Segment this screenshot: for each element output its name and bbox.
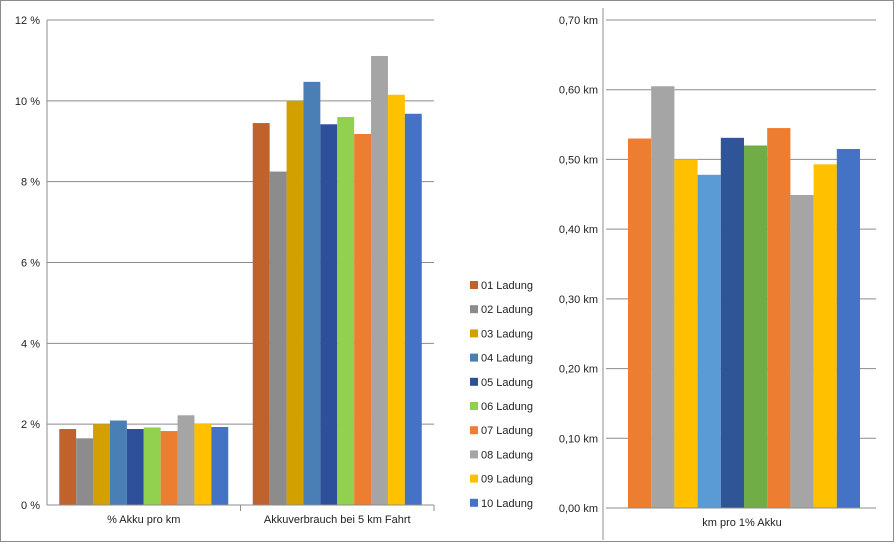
bar: [59, 429, 77, 505]
bar: [303, 81, 321, 506]
bar: [252, 123, 270, 505]
right-y-tick-label: 0,00 km: [559, 503, 598, 515]
bar: [744, 145, 768, 508]
bar: [628, 138, 652, 508]
bar: [194, 423, 212, 505]
legend-swatch: [470, 329, 478, 338]
bar: [720, 137, 744, 508]
bar: [126, 429, 144, 505]
legend-label: 07 Ladung: [481, 425, 533, 437]
bar: [93, 424, 110, 505]
left-chart: 0 % 2 % 4 % 6 % 8 % 10 % 12 % % Akku pro km Akk…: [15, 15, 533, 526]
right-y-tick-label: 0,10 km: [559, 433, 598, 445]
legend-swatch: [470, 474, 478, 483]
legend-swatch: [470, 450, 478, 459]
left-y-tick-label: 8 %: [21, 177, 40, 189]
bar: [76, 438, 94, 505]
right-y-tick-label: 0,70 km: [559, 15, 598, 27]
left-bars: [59, 55, 422, 506]
bar: [143, 427, 161, 505]
bar: [651, 86, 675, 508]
right-category-labels: km pro 1% Akku: [606, 507, 876, 529]
right-y-tick-labels: 0,00 km 0,10 km 0,20 km 0,30 km 0,40 km 0,50 …: [559, 15, 598, 515]
bar: [387, 94, 405, 505]
left-y-tick-label: 10 %: [15, 96, 40, 108]
left-y-tick-label: 6 %: [21, 258, 40, 270]
bar: [404, 113, 422, 506]
bar: [371, 55, 388, 506]
left-y-tick-label: 4 %: [21, 338, 40, 350]
right-category-label: km pro 1% Akku: [702, 517, 781, 529]
left-category-label: Akkuverbrauch bei 5 km Fahrt: [264, 514, 411, 526]
bar: [836, 148, 860, 508]
legend-swatch: [470, 498, 478, 507]
legend-label: 05 Ladung: [481, 377, 533, 389]
bar: [354, 133, 372, 505]
legend: 01 Ladung 02 Ladung 03 Ladung 04 Ladung 05 L…: [470, 280, 533, 510]
bar: [697, 174, 721, 508]
bar: [320, 124, 338, 506]
bar: [269, 171, 287, 505]
right-y-tick-label: 0,30 km: [559, 294, 598, 306]
bar: [767, 128, 791, 509]
legend-label: 02 Ladung: [481, 304, 533, 316]
bar: [813, 164, 837, 508]
legend-swatch: [470, 281, 478, 289]
legend-swatch: [470, 305, 478, 314]
right-chart: 0,00 km 0,10 km 0,20 km 0,30 km 0,40 km 0,50 …: [559, 15, 876, 529]
left-category-labels: % Akku pro km Akkuverbrauch bei 5 km Fahr…: [47, 504, 435, 526]
bar: [160, 431, 178, 505]
legend-swatch: [470, 353, 478, 362]
right-bars: [628, 86, 860, 509]
legend-label: 10 Ladung: [481, 498, 533, 510]
bar: [674, 159, 698, 508]
right-y-tick-label: 0,20 km: [559, 364, 598, 376]
right-y-tick-label: 0,60 km: [559, 85, 598, 97]
legend-label: 09 Ladung: [481, 474, 533, 486]
left-y-tick-label: 0 %: [21, 500, 40, 512]
bar: [177, 415, 195, 505]
left-category-label: % Akku pro km: [107, 514, 180, 526]
bar: [211, 426, 229, 505]
right-y-tick-label: 0,50 km: [559, 154, 598, 166]
bar: [286, 100, 304, 505]
legend-swatch: [470, 402, 478, 410]
legend-label: 01 Ladung: [481, 280, 533, 292]
legend-label: 03 Ladung: [481, 328, 533, 340]
legend-label: 04 Ladung: [481, 353, 533, 365]
legend-swatch: [470, 377, 478, 386]
left-y-tick-labels: 0 % 2 % 4 % 6 % 8 % 10 % 12 %: [15, 15, 40, 512]
bar: [109, 420, 127, 505]
left-y-tick-label: 2 %: [21, 419, 40, 431]
legend-swatch: [470, 426, 478, 435]
right-y-tick-label: 0,40 km: [559, 224, 598, 236]
legend-label: 06 Ladung: [481, 401, 533, 413]
left-y-tick-label: 12 %: [15, 15, 40, 27]
bar: [790, 194, 814, 509]
legend-label: 08 Ladung: [481, 449, 533, 461]
bar: [337, 117, 355, 505]
